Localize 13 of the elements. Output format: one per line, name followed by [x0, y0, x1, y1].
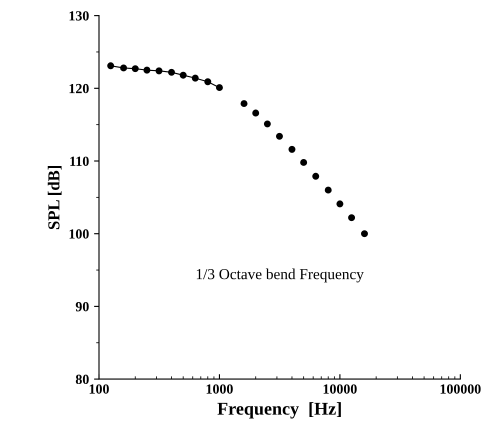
y-tick-label: 130 — [70, 11, 89, 21]
y-axis-title: SPL [dB] — [48, 166, 62, 230]
y-tick-label: 80 — [76, 374, 89, 384]
x-tick-label: 100 — [90, 384, 109, 394]
y-tick-label: 120 — [70, 84, 89, 94]
x-tick-label: 10000 — [324, 384, 357, 394]
x-tick-label: 1000 — [206, 384, 233, 394]
x-tick-label: 100000 — [440, 384, 481, 394]
y-tick-label: 90 — [76, 302, 89, 312]
annotation: 1/3 Octave bend Frequency — [196, 268, 364, 282]
x-axis-title: Frequency [Hz] — [217, 402, 341, 419]
y-tick-label: 110 — [70, 156, 89, 166]
y-tick-label: 100 — [70, 229, 89, 239]
